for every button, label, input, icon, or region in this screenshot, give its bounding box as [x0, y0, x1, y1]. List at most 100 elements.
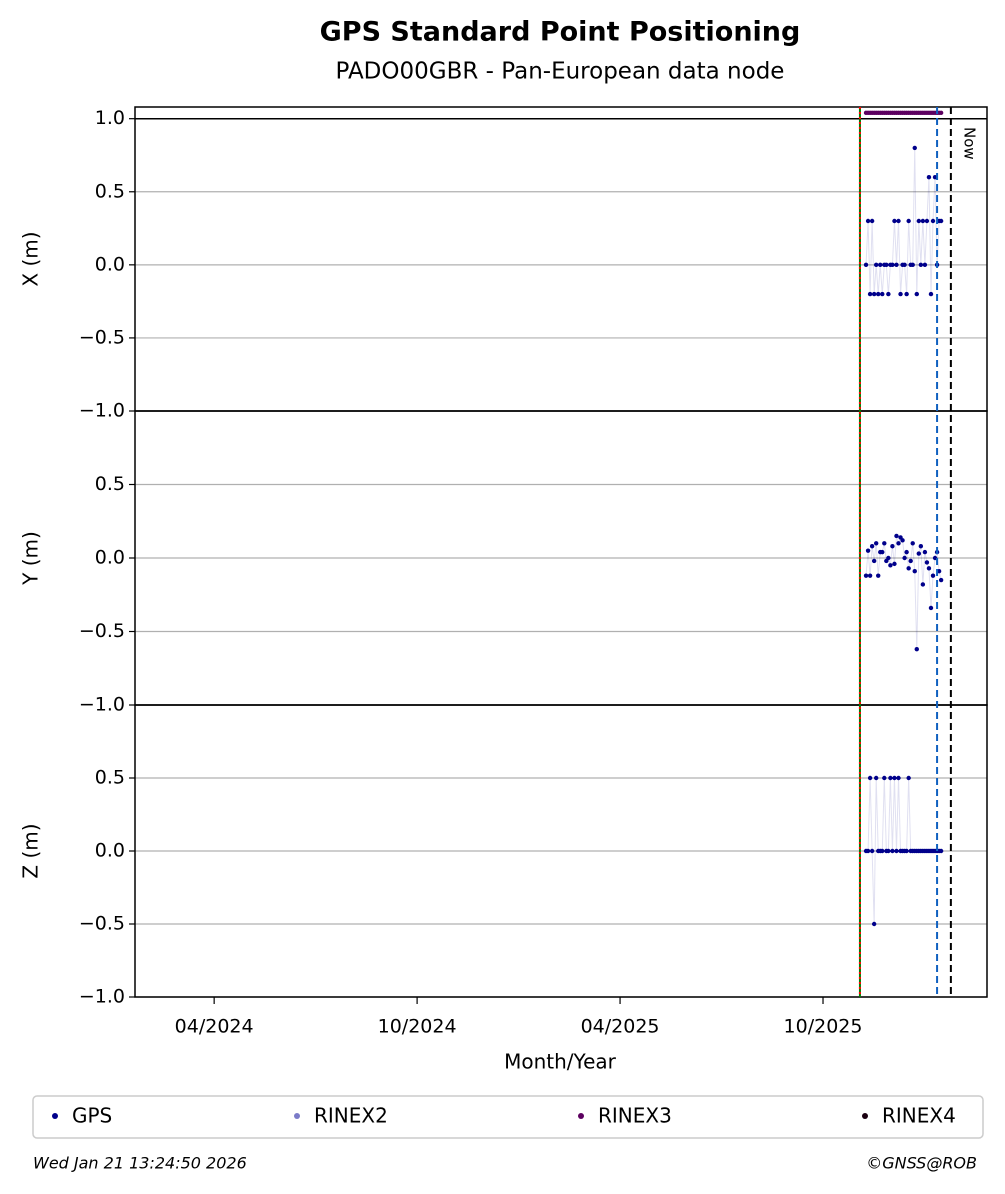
- legend-label: RINEX4: [882, 1104, 956, 1128]
- data-point: [873, 262, 879, 268]
- data-point: [871, 921, 877, 927]
- series-line: [865, 535, 942, 650]
- legend-label: GPS: [72, 1104, 112, 1128]
- y-tick-label: −0.5: [79, 620, 125, 642]
- data-point: [924, 560, 930, 565]
- data-point: [880, 848, 885, 854]
- data-point: [926, 174, 932, 180]
- data-point: [898, 291, 903, 297]
- data-point: [867, 775, 873, 781]
- y-tick-label: 0.0: [95, 547, 125, 569]
- data-point: [892, 218, 897, 224]
- data-point: [873, 775, 879, 781]
- data-point: [869, 544, 875, 549]
- data-point: [930, 218, 936, 224]
- data-point: [916, 551, 922, 556]
- data-point: [904, 291, 909, 297]
- data-point: [920, 218, 926, 224]
- data-point: [871, 291, 877, 297]
- data-point: [914, 291, 919, 297]
- data-point: [873, 541, 879, 546]
- data-point: [938, 577, 944, 583]
- data-point: [867, 573, 873, 578]
- data-point: [867, 291, 873, 297]
- data-point: [886, 291, 891, 297]
- data-point: [922, 262, 928, 268]
- data-point: [865, 848, 871, 854]
- data-point: [906, 218, 911, 224]
- data-point: [918, 544, 924, 549]
- data-point: [924, 218, 930, 224]
- legend-marker: [294, 1113, 300, 1119]
- data-point: [882, 775, 887, 781]
- y-tick-label: −0.5: [79, 326, 125, 348]
- data-point: [888, 775, 893, 781]
- data-point: [938, 110, 944, 116]
- data-point: [896, 218, 901, 224]
- data-point: [900, 538, 905, 543]
- data-point: [910, 541, 915, 546]
- data-point: [926, 566, 932, 571]
- x-tick-label: 04/2024: [175, 1016, 254, 1038]
- y-tick-label: 0.0: [95, 840, 125, 862]
- data-point: [880, 291, 885, 297]
- y-axis-label: X (m): [19, 231, 43, 286]
- data-point: [922, 549, 928, 555]
- data-point: [869, 848, 875, 854]
- y-tick-label: −0.5: [79, 913, 125, 935]
- data-point: [920, 582, 926, 587]
- data-point: [896, 775, 901, 781]
- x-axis-label: Month/Year: [504, 1050, 617, 1074]
- data-point: [863, 573, 869, 578]
- data-point: [890, 544, 895, 549]
- data-point: [894, 262, 899, 268]
- series-line: [865, 147, 942, 295]
- legend-marker: [578, 1113, 584, 1119]
- x-tick-label: 04/2025: [581, 1016, 660, 1038]
- y-tick-label: 0.5: [95, 473, 125, 495]
- data-point: [894, 848, 899, 854]
- data-point: [910, 262, 915, 268]
- y-axis-label: Y (m): [19, 531, 43, 586]
- data-point: [906, 566, 911, 571]
- data-point: [912, 569, 917, 574]
- x-tick-label: 10/2025: [784, 1016, 863, 1038]
- data-point: [876, 291, 881, 297]
- y-tick-label: −1.0: [79, 400, 125, 422]
- y-tick-label: −1.0: [79, 986, 125, 1008]
- data-point: [892, 561, 897, 567]
- data-point: [918, 262, 924, 268]
- data-point: [914, 646, 919, 652]
- footer-date: Wed Jan 21 13:24:50 2026: [33, 1154, 247, 1173]
- data-point: [902, 262, 907, 268]
- data-point: [882, 541, 887, 546]
- data-point: [880, 549, 885, 555]
- data-point: [871, 558, 877, 564]
- data-point: [902, 555, 907, 561]
- data-point: [904, 549, 909, 555]
- data-point: [938, 218, 944, 224]
- data-point: [928, 605, 934, 611]
- data-point: [894, 533, 899, 539]
- marker-label: Now: [960, 127, 978, 160]
- data-point: [884, 262, 889, 268]
- y-tick-label: 1.0: [95, 107, 125, 129]
- data-point: [892, 775, 897, 781]
- chart-title: GPS Standard Point Positioning: [320, 17, 801, 48]
- y-tick-label: 0.5: [95, 767, 125, 789]
- data-point: [890, 262, 895, 268]
- legend-marker: [862, 1113, 868, 1119]
- data-point: [928, 291, 934, 297]
- y-tick-label: 0.5: [95, 180, 125, 202]
- y-axis-label: Z (m): [19, 823, 43, 878]
- footer-credit: ©GNSS@ROB: [866, 1154, 977, 1173]
- x-tick-label: 10/2024: [378, 1016, 457, 1038]
- data-point: [888, 563, 893, 568]
- data-point: [938, 848, 944, 854]
- legend-label: RINEX2: [314, 1104, 388, 1128]
- data-point: [876, 573, 881, 578]
- data-point: [906, 775, 911, 781]
- legend-box: [32, 1095, 984, 1139]
- data-point: [865, 548, 871, 553]
- data-point: [865, 218, 871, 224]
